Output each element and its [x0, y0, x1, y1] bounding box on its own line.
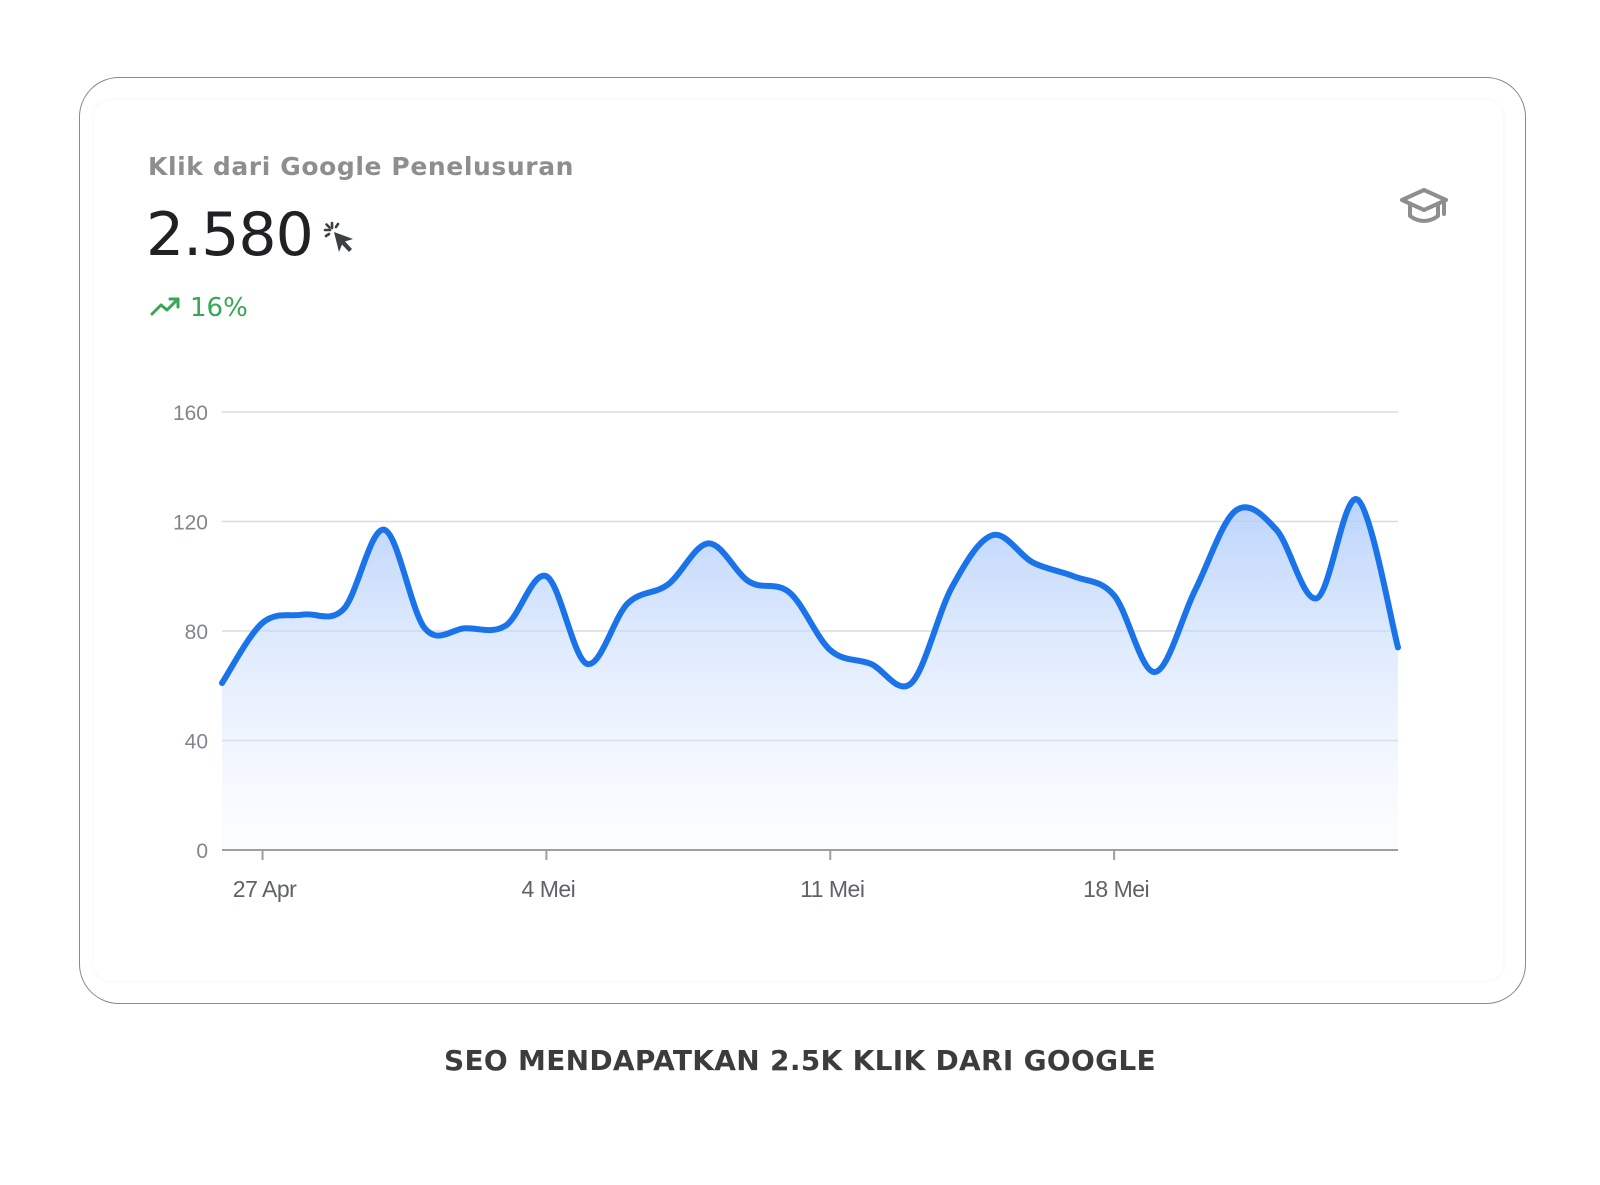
metric-value: 2.580 [146, 200, 314, 270]
trending-up-icon [150, 295, 182, 322]
graduation-cap-icon[interactable] [1398, 186, 1450, 233]
x-tick-label: 4 Mei [522, 876, 576, 902]
metric-row: 2.580 [146, 200, 359, 270]
caption: SEO MENDAPATKAN 2.5K KLIK DARI GOOGLE [443, 1044, 1156, 1077]
x-tick-label: 27 Apr [233, 876, 297, 902]
y-tick-label: 120 [173, 512, 208, 535]
y-tick-label: 40 [185, 731, 208, 754]
x-tick-label: 18 Mei [1083, 876, 1149, 902]
series-line [219, 496, 1401, 690]
y-tick-label: 0 [196, 840, 208, 863]
x-tick-label: 11 Mei [800, 876, 864, 902]
trend-row: 16% [150, 293, 248, 323]
y-tick-label: 160 [173, 402, 208, 425]
cursor-click-icon [323, 221, 359, 262]
y-tick-label: 80 [185, 621, 208, 644]
card-title: Klik dari Google Penelusuran [148, 152, 575, 181]
trend-value: 16% [190, 293, 248, 323]
